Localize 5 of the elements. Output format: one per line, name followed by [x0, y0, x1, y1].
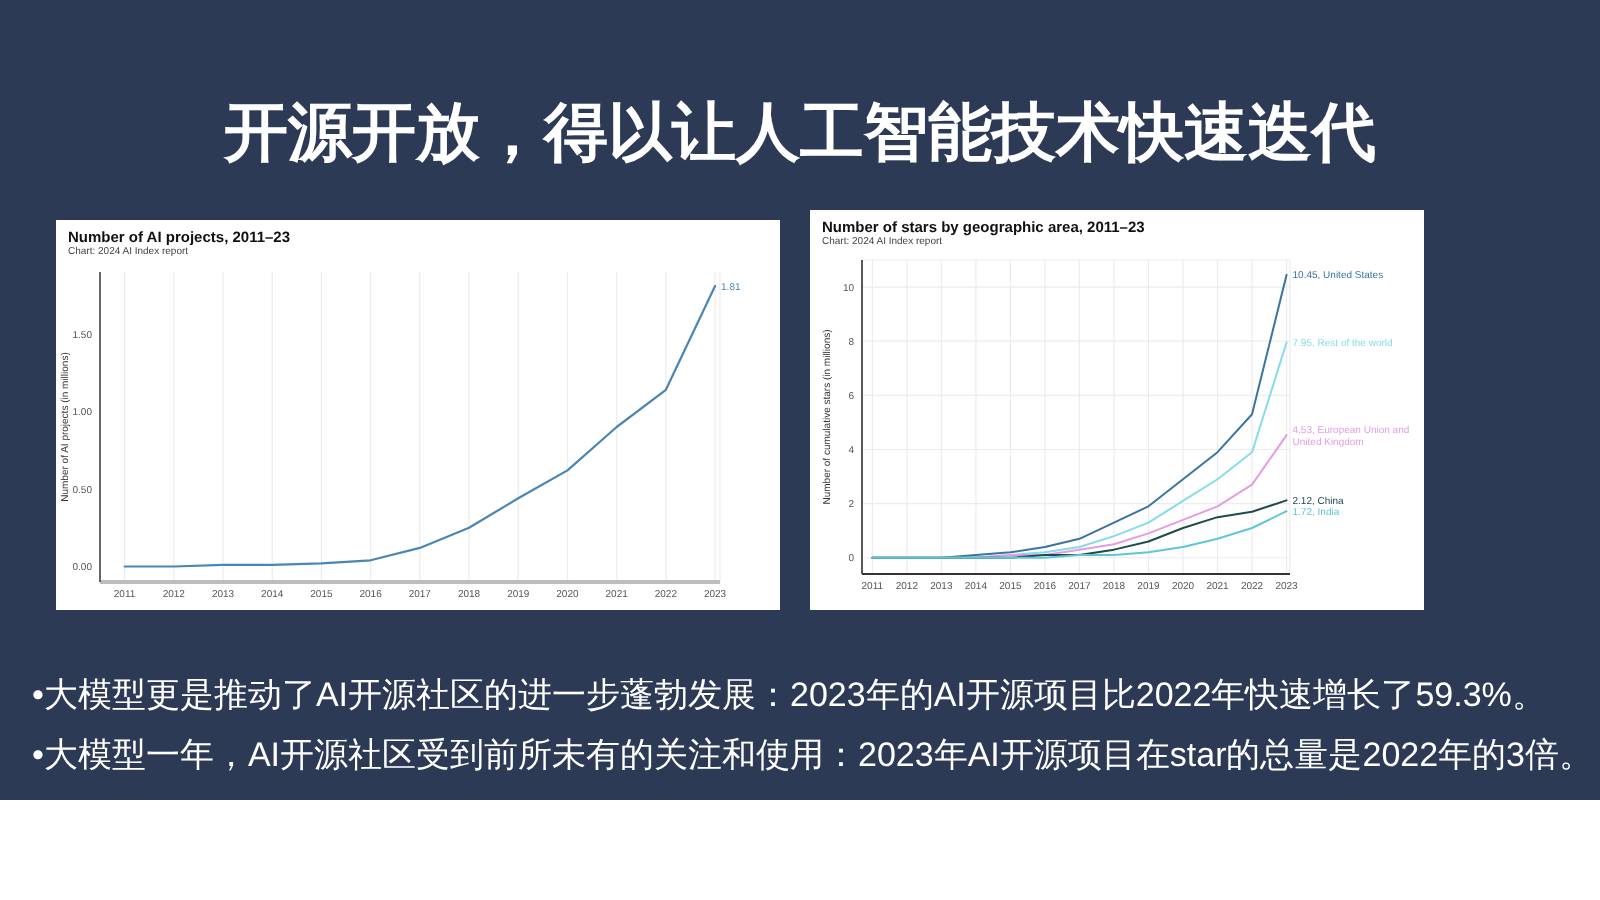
- line-series: [871, 510, 1288, 559]
- text: 开源开放，得以让人工智能技术快速迭代: [221, 94, 1378, 172]
- line-series: [123, 284, 717, 568]
- text: •大模型一年，AI开源社区受到前所未有的关注和使用：2023年AI开源项目在star的总量是2022年的3倍。: [32, 734, 1596, 778]
- text: •大模型更是推动了AI开源社区的进一步蓬勃发展：2023年的AI开源项目比2022年快速增长了59.3%。: [32, 674, 1548, 718]
